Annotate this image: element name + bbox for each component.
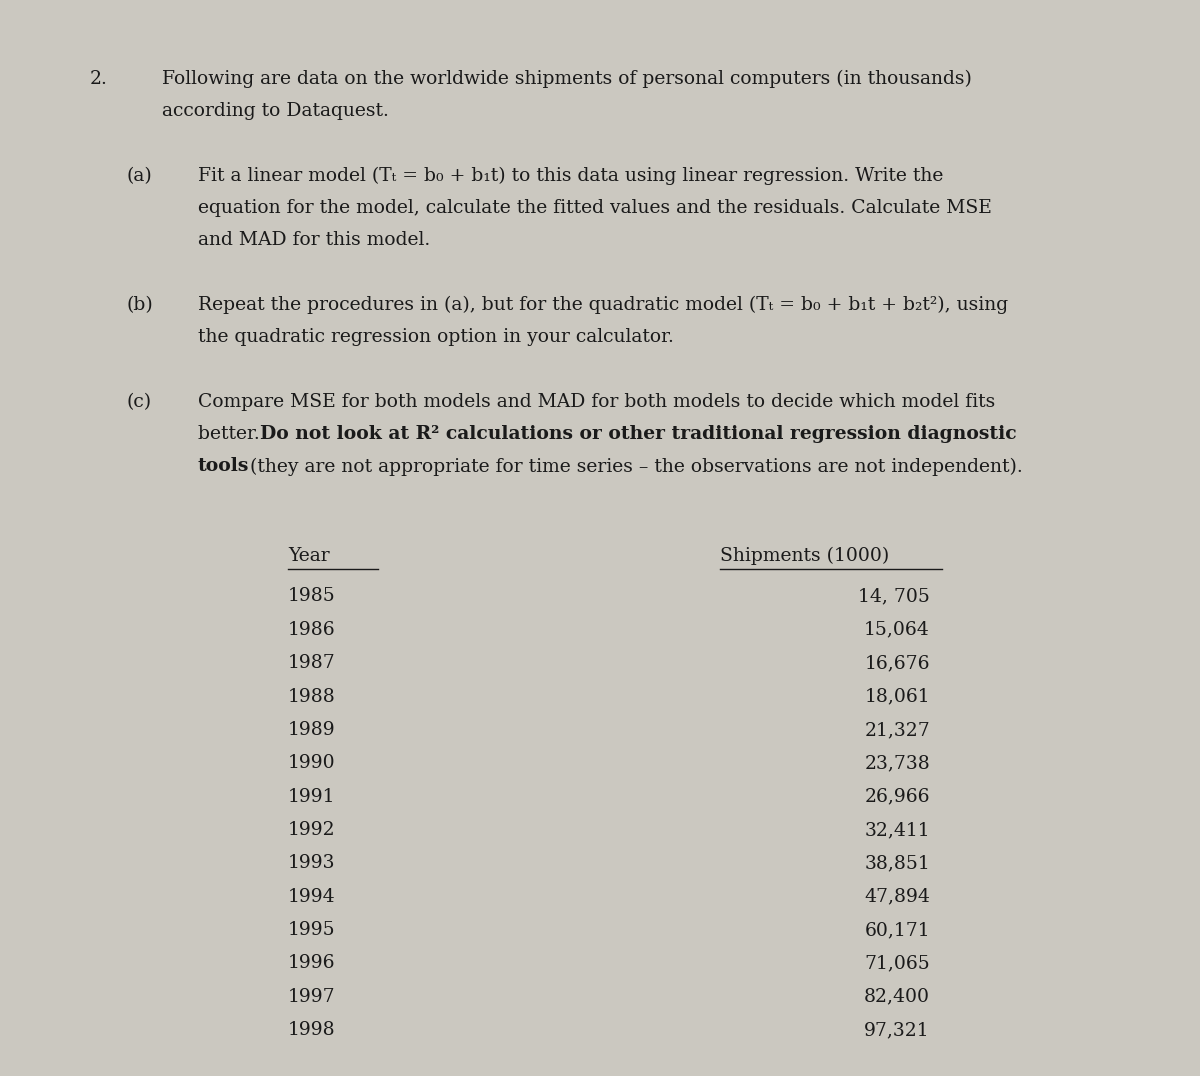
Text: 18,061: 18,061 <box>864 688 930 706</box>
Text: 1996: 1996 <box>288 954 336 973</box>
Text: 82,400: 82,400 <box>864 988 930 1006</box>
Text: 1992: 1992 <box>288 821 336 839</box>
Text: 1989: 1989 <box>288 721 336 739</box>
Text: tools: tools <box>198 457 250 476</box>
Text: 1995: 1995 <box>288 921 336 939</box>
Text: 32,411: 32,411 <box>864 821 930 839</box>
Text: 1985: 1985 <box>288 587 336 606</box>
Text: 1997: 1997 <box>288 988 336 1006</box>
Text: according to Dataquest.: according to Dataquest. <box>162 102 389 121</box>
Text: 1994: 1994 <box>288 888 336 906</box>
Text: Do not look at R² calculations or other traditional regression diagnostic: Do not look at R² calculations or other … <box>260 425 1018 443</box>
Text: (b): (b) <box>126 296 152 314</box>
Text: Shipments (1000): Shipments (1000) <box>720 547 889 565</box>
Text: Compare MSE for both models and MAD for both models to decide which model fits: Compare MSE for both models and MAD for … <box>198 393 995 411</box>
Text: and MAD for this model.: and MAD for this model. <box>198 231 431 250</box>
Text: 21,327: 21,327 <box>864 721 930 739</box>
Text: Repeat the procedures in (a), but for the quadratic model (Tₜ = b₀ + b₁t + b₂t²): Repeat the procedures in (a), but for th… <box>198 296 1008 314</box>
Text: 71,065: 71,065 <box>864 954 930 973</box>
Text: (they are not appropriate for time series – the observations are not independent: (they are not appropriate for time serie… <box>244 457 1022 476</box>
Text: 47,894: 47,894 <box>864 888 930 906</box>
Text: 1990: 1990 <box>288 754 336 773</box>
Text: 26,966: 26,966 <box>864 788 930 806</box>
Text: Year: Year <box>288 547 330 565</box>
Text: 16,676: 16,676 <box>864 654 930 672</box>
Text: 60,171: 60,171 <box>864 921 930 939</box>
Text: (c): (c) <box>126 393 151 411</box>
Text: 1993: 1993 <box>288 854 336 873</box>
Text: Following are data on the worldwide shipments of personal computers (in thousand: Following are data on the worldwide ship… <box>162 70 972 88</box>
Text: (a): (a) <box>126 167 151 185</box>
Text: better.: better. <box>198 425 265 443</box>
Text: Fit a linear model (Tₜ = b₀ + b₁t) to this data using linear regression. Write t: Fit a linear model (Tₜ = b₀ + b₁t) to th… <box>198 167 943 185</box>
Text: equation for the model, calculate the fitted values and the residuals. Calculate: equation for the model, calculate the fi… <box>198 199 992 217</box>
Text: the quadratic regression option in your calculator.: the quadratic regression option in your … <box>198 328 674 346</box>
Text: 38,851: 38,851 <box>864 854 930 873</box>
Text: 1988: 1988 <box>288 688 336 706</box>
Text: 97,321: 97,321 <box>864 1021 930 1039</box>
Text: 1986: 1986 <box>288 621 336 639</box>
Text: 1987: 1987 <box>288 654 336 672</box>
Text: 1991: 1991 <box>288 788 336 806</box>
Text: 15,064: 15,064 <box>864 621 930 639</box>
Text: 1998: 1998 <box>288 1021 336 1039</box>
Text: 2.: 2. <box>90 70 108 88</box>
Text: 14, 705: 14, 705 <box>858 587 930 606</box>
Text: 23,738: 23,738 <box>864 754 930 773</box>
